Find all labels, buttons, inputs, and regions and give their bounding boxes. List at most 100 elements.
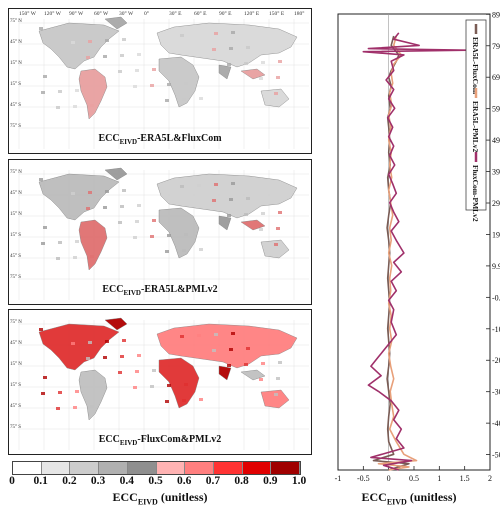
land-region (158, 357, 200, 409)
colorbar-cell (99, 462, 128, 474)
land-region (38, 22, 120, 70)
y-tick-label: 39.9 (492, 168, 500, 177)
land-region (104, 167, 128, 181)
y-tick-label: 89.9 (492, 10, 500, 19)
land-region (156, 323, 298, 369)
x-tick-label: -0.5 (357, 474, 370, 483)
lat-tick-label: 45° S (10, 103, 22, 108)
x-tick-label: 1 (437, 474, 441, 483)
lat-tick-label: 75° S (10, 124, 22, 129)
y-tick-label: 59.9 (492, 105, 500, 114)
colorbar-cell (271, 462, 301, 474)
lat-tick-label: 15° S (10, 82, 22, 87)
series-line (377, 35, 418, 471)
map-title-3: ECCEIVD-FluxCom&PMLv2 (98, 434, 222, 447)
y-tick-label: -50.1 (492, 451, 500, 460)
lat-tick-label: 45° S (10, 254, 22, 259)
land-region (78, 219, 108, 271)
land-region (260, 88, 290, 108)
lat-tick-label: 15° N (10, 362, 22, 367)
land-region (38, 173, 120, 221)
lon-tick-label: 120° W (44, 11, 61, 17)
land-region (158, 56, 200, 108)
land-region (158, 207, 200, 259)
world-map-3 (18, 317, 309, 450)
lon-tick-label: 0° (144, 11, 149, 17)
legend-label: ERA5L-PMLv2 (471, 101, 480, 152)
lon-tick-label: 30° E (169, 11, 182, 17)
colorbar-tick-label: 0.3 (90, 475, 106, 487)
colorbar-tick-label: 0.9 (263, 475, 278, 487)
legend-label: ERA5L-FluxCom (471, 37, 480, 95)
lon-tick-label: 180° (294, 11, 305, 17)
lat-tick-label: 45° S (10, 404, 22, 409)
land-region (104, 317, 128, 331)
colorbar-cell (70, 462, 100, 474)
land-region (104, 16, 128, 30)
lon-tick-label: 150° E (269, 11, 285, 17)
colorbar-tick-label: 0.7 (205, 475, 221, 487)
x-tick-label: 0 (387, 474, 391, 483)
lat-tick-label: 45° N (10, 191, 22, 196)
world-map-1 (18, 16, 309, 149)
lat-tick-label: 15° S (10, 383, 22, 388)
lon-tick-label: 150° W (19, 11, 36, 17)
lat-tick-label: 75° N (10, 19, 22, 24)
colorbar-tick-label: 1.0 (291, 475, 307, 487)
land-region (218, 215, 232, 231)
series-line (362, 32, 468, 471)
y-tick-label: 29.9 (492, 199, 500, 208)
colorbar-tick-label: 0.4 (119, 475, 134, 487)
lon-tick-label: 90° W (69, 11, 84, 17)
y-tick-label: 49.9 (492, 136, 500, 145)
colorbar-cell (156, 462, 186, 474)
lat-tick-label: 15° S (10, 233, 22, 238)
colorbar-cell (185, 462, 214, 474)
lat-tick-label: 45° N (10, 341, 22, 346)
colorbar-tick-label: 0.6 (177, 475, 192, 487)
land-region (218, 365, 232, 381)
map-panel-3: ECCEIVD-FluxCom&PMLv2 75° N 45° N 15° N 15°… (8, 309, 312, 455)
land-region (78, 68, 108, 120)
colorbar-tick-label: 0.1 (33, 475, 48, 487)
colorbar-title: ECCEIVD (unitless) (112, 490, 208, 507)
latitude-profile-chart: 89.9 79.9 69.9 59.9 49.9 39.9 29.9 19.9 9.9 -0.1 -… (335, 10, 500, 483)
land-region (78, 369, 108, 421)
x-tick-label: 0.5 (409, 474, 419, 483)
colorbar-tick-label: 0 (9, 475, 15, 487)
land-region (240, 68, 266, 80)
legend: ERA5L-FluxCom ERA5L-PMLv2 FluxCom-PMLv2 (465, 19, 487, 222)
lat-tick-label: 75° N (10, 320, 22, 325)
profile-x-axis-label: ECCEIVD (unitless) (361, 490, 457, 507)
lat-tick-label: 45° N (10, 40, 22, 45)
y-tick-label: -0.1 (492, 293, 500, 302)
lon-tick-label: 60° W (94, 11, 109, 17)
lon-tick-label: 60° E (194, 11, 207, 17)
colorbar-cell (242, 462, 272, 474)
land-region (156, 22, 298, 68)
colorbar-tick-label: 0.2 (62, 475, 77, 487)
x-tick-label: -1 (335, 474, 342, 483)
colorbar-cell (41, 462, 71, 474)
colorbar (12, 461, 301, 475)
land-region (260, 389, 290, 409)
land-region (240, 369, 266, 381)
land-region (240, 219, 266, 231)
lon-tick-label: 120° E (244, 11, 260, 17)
land-region (156, 173, 298, 219)
lat-tick-label: 75° N (10, 170, 22, 175)
map-title-1: ECCEIVD-ERA5L&FluxCom (98, 133, 222, 146)
lat-tick-label: 75° S (10, 275, 22, 280)
colorbar-cell (213, 462, 243, 474)
y-tick-label: -30.1 (492, 388, 500, 397)
map-title-2: ECCEIVD-ERA5L&PMLv2 (102, 284, 218, 297)
world-map-2 (18, 167, 309, 300)
map-panel-2: ECCEIVD-ERA5L&PMLv2 75° N 45° N 15° N 15° S… (8, 159, 312, 305)
legend-label: FluxCom-PMLv2 (471, 165, 480, 222)
y-tick-label: 9.9 (492, 262, 500, 271)
colorbar-cell (127, 462, 157, 474)
lat-tick-label: 15° N (10, 61, 22, 66)
y-tick-label: 69.9 (492, 73, 500, 82)
land-region (38, 323, 120, 371)
land-region (218, 64, 232, 80)
